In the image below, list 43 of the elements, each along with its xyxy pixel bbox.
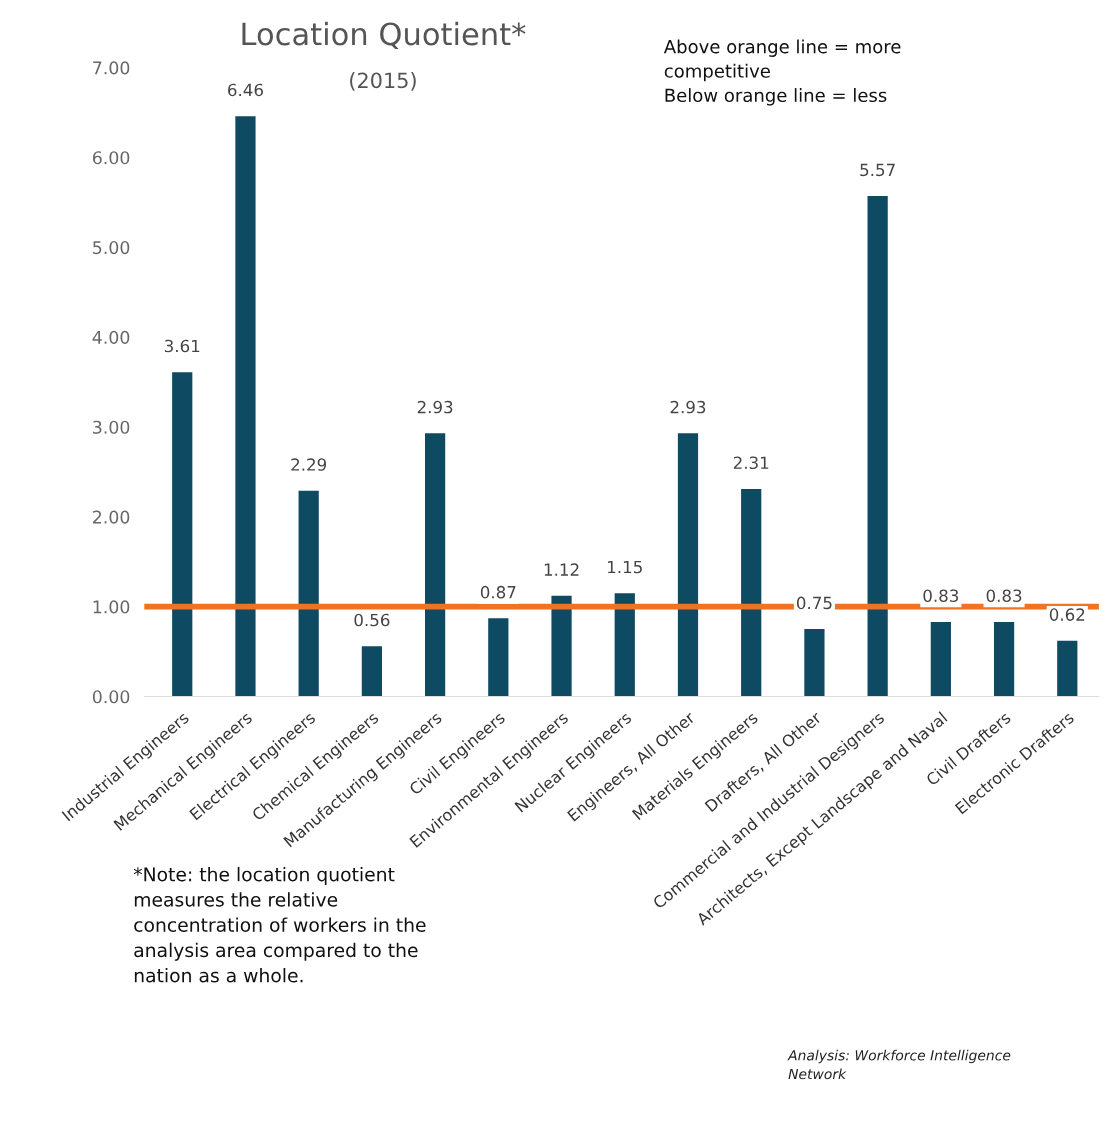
data-label: 0.83 — [986, 589, 1022, 603]
chart-subtitle: (2015) — [350, 72, 416, 91]
y-tick-label: 2.00 — [93, 510, 130, 524]
bar — [677, 433, 699, 697]
data-label: 0.75 — [796, 596, 832, 610]
data-label: 3.61 — [164, 339, 200, 353]
y-tick-label: 7.00 — [93, 61, 130, 75]
data-label: 2.29 — [291, 458, 327, 471]
bar — [614, 593, 635, 697]
data-label: 0.83 — [923, 589, 959, 603]
y-tick-label: 0.00 — [92, 690, 130, 704]
bar — [804, 629, 825, 697]
data-label: 2.93 — [670, 400, 706, 414]
bar — [298, 490, 319, 697]
bar — [1057, 640, 1078, 697]
bar — [551, 595, 572, 697]
bar — [172, 372, 193, 697]
y-tick-label: 6.00 — [92, 151, 130, 165]
data-label: 6.46 — [228, 83, 263, 97]
data-label: 2.31 — [733, 456, 769, 470]
y-tick-label: 4.00 — [92, 330, 130, 344]
bar — [993, 621, 1015, 697]
data-label: 1.12 — [544, 563, 579, 576]
text: Analysis: Workforce Intelligence Network — [787, 1049, 1011, 1080]
bar — [361, 646, 382, 697]
bar — [867, 196, 888, 697]
text: *Note: the location quotient measures the relative concentration of workers in the analysis area compared to the nation as a whole. — [133, 866, 426, 983]
data-label: 0.62 — [1049, 608, 1085, 621]
chart-title: Location Quotient* — [242, 21, 526, 50]
bar — [235, 116, 256, 697]
data-label: 2.93 — [417, 400, 453, 414]
data-label: 5.57 — [860, 163, 895, 177]
bar — [741, 488, 762, 697]
annotation: Above orange line = more competitive Below orange line = less — [663, 39, 901, 106]
data-label: 1.15 — [608, 560, 642, 574]
data-label: 0.56 — [354, 613, 390, 627]
bar — [488, 618, 509, 697]
y-tick-label: 5.00 — [93, 241, 130, 255]
y-tick-label: 1.00 — [93, 600, 130, 614]
bar — [424, 433, 446, 697]
bar — [930, 621, 951, 697]
y-tick-label: 3.00 — [93, 420, 130, 434]
data-label: 0.87 — [480, 585, 516, 599]
